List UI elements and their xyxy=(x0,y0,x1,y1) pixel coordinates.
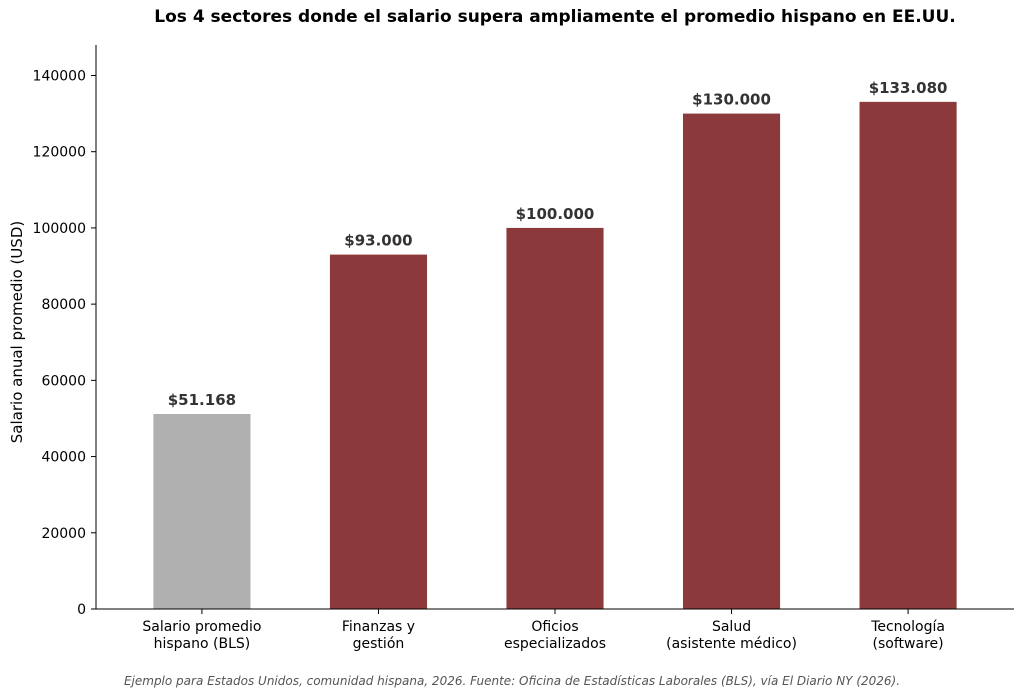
chart-title: Los 4 sectores donde el salario supera a… xyxy=(154,7,956,27)
bar-value-label: $93.000 xyxy=(344,232,412,250)
y-axis-label: Salario anual promedio (USD) xyxy=(8,221,26,443)
y-tick-label: 40000 xyxy=(41,450,86,466)
y-tick-label: 120000 xyxy=(33,145,86,161)
bar-value-label: $51.168 xyxy=(168,391,236,409)
x-tick-label: Salud xyxy=(712,619,751,635)
bar-value-label: $133.080 xyxy=(869,79,948,97)
bars xyxy=(153,101,957,609)
x-tick-label: hispano (BLS) xyxy=(154,636,251,652)
value-labels: $51.168 $93.000 $100.000 $130.000 $133.080 xyxy=(168,79,948,409)
y-tick-label: 80000 xyxy=(41,297,86,313)
y-tick-label: 0 xyxy=(77,602,86,618)
y-tick-label: 20000 xyxy=(41,526,86,542)
x-tick-label: Finanzas y xyxy=(342,619,415,635)
x-tick-label: especializados xyxy=(504,636,606,652)
x-tick-label: Tecnología xyxy=(870,619,945,635)
y-tick-label: 140000 xyxy=(33,68,86,84)
x-tick-label: Salario promedio xyxy=(142,619,261,635)
bar xyxy=(506,227,604,609)
source-note: Ejemplo para Estados Unidos, comunidad h… xyxy=(123,674,901,688)
bar-value-label: $100.000 xyxy=(516,205,595,223)
bar xyxy=(153,414,251,609)
y-tick-label: 100000 xyxy=(33,221,86,237)
bar xyxy=(682,113,781,609)
y-tick-label: 60000 xyxy=(41,373,86,389)
bar xyxy=(859,101,957,609)
x-tick-label: Oficios xyxy=(531,619,578,635)
x-tick-label: (asistente médico) xyxy=(666,636,797,652)
bar xyxy=(329,254,428,609)
y-axis-ticks: 0 20000 40000 60000 80000 100000 120000 140000 xyxy=(33,68,96,618)
x-tick-label: (software) xyxy=(873,636,944,652)
x-tick-label: gestión xyxy=(353,636,405,652)
bar-value-label: $130.000 xyxy=(692,91,771,109)
